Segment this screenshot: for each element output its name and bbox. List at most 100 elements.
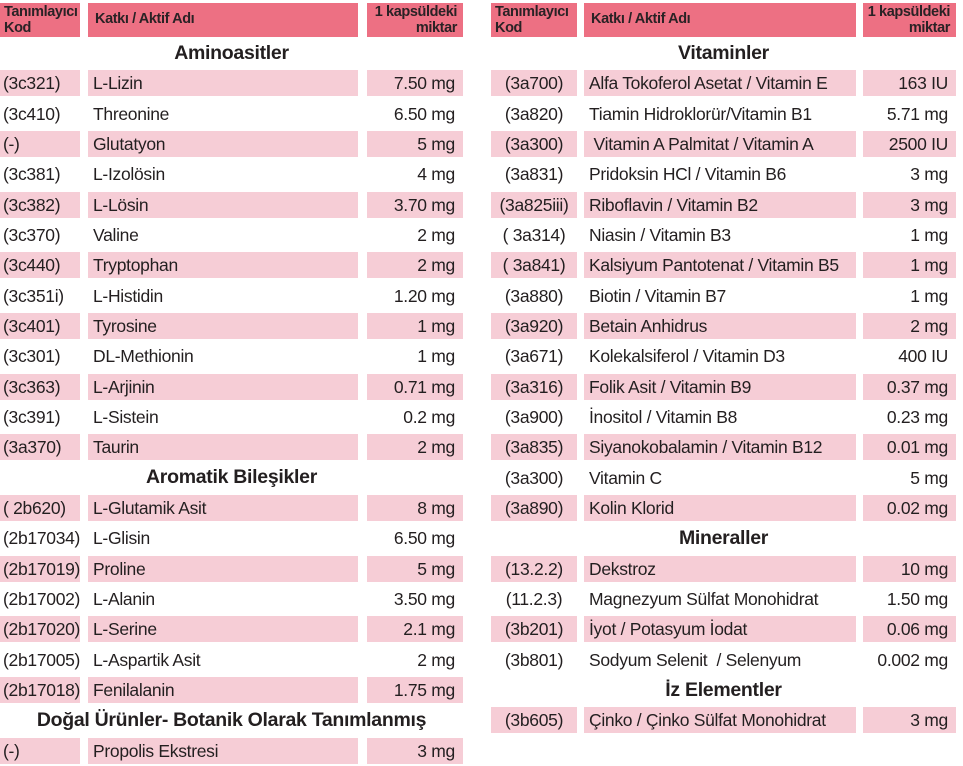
row-code: (3c410) xyxy=(3,103,61,124)
row-name: Kolekalsiferol / Vitamin D3 xyxy=(589,346,785,367)
table-row: ( 3a314) Niasin / Vitamin B3 1 mg xyxy=(491,220,956,250)
table-row: (3a370) Taurin 2 mg xyxy=(0,432,463,462)
table-row: ( 3a841) Kalsiyum Pantotenat / Vitamin B5… xyxy=(491,250,956,280)
row-code: (3c401) xyxy=(0,313,80,340)
row-code: (3a671) xyxy=(504,346,564,367)
row-name: L-Izolösin xyxy=(93,164,165,185)
row-amount: 5 mg xyxy=(367,555,463,582)
row-code: (3a890) xyxy=(491,495,577,522)
row-amount: 1 mg xyxy=(910,285,948,306)
row-amount: 5 mg xyxy=(367,131,463,158)
table-row: (3c351i) L-Histidin 1.20 mg xyxy=(0,281,463,311)
row-name: Riboflavin / Vitamin B2 xyxy=(584,191,856,218)
row-amount: 2 mg xyxy=(863,313,956,340)
section-title: Aromatik Bileşikler xyxy=(146,466,317,489)
column-header-code: Tanımlayıcı Kod xyxy=(491,3,577,37)
table-row: (3a835) Siyanokobalamin / Vitamin B12 0.01… xyxy=(491,432,956,462)
table-row: (2b17018) Fenilalanin 1.75 mg xyxy=(0,675,463,705)
table-row: (3a820) Tiamin Hidroklorür/Vitamin B1 5.71… xyxy=(491,99,956,129)
table-row: (3a825iii) Riboflavin / Vitamin B2 3 mg xyxy=(491,190,956,220)
row-name: L-Sistein xyxy=(93,407,159,428)
row-amount: 0.01 mg xyxy=(863,434,956,461)
row-code: (-) xyxy=(0,737,80,764)
row-code: (3a300) xyxy=(491,131,577,158)
row-code: (3a900) xyxy=(504,407,564,428)
row-amount: 2 mg xyxy=(417,225,455,246)
row-code: (-) xyxy=(0,131,80,158)
row-amount: 6.50 mg xyxy=(393,528,455,549)
row-amount: 2 mg xyxy=(367,434,463,461)
row-amount: 5 mg xyxy=(910,467,948,488)
row-amount: 1.50 mg xyxy=(886,589,948,610)
table-row: (3a831) Pridoksin HCl / Vitamin B6 3 mg xyxy=(491,159,956,189)
row-name: Propolis Ekstresi xyxy=(88,737,358,764)
row-name: İnositol / Vitamin B8 xyxy=(589,407,738,428)
row-amount: 2.1 mg xyxy=(367,616,463,643)
row-name: Pridoksin HCl / Vitamin B6 xyxy=(589,164,787,185)
table-row: (11.2.3) Magnezyum Sülfat Monohidrat 1.50 … xyxy=(491,584,956,614)
row-code: (3a370) xyxy=(0,434,80,461)
row-name: Alfa Tokoferol Asetat / Vitamin E xyxy=(584,70,856,97)
table-row: (3a920) Betain Anhidrus 2 mg xyxy=(491,311,956,341)
row-code: (3c363) xyxy=(0,373,80,400)
row-amount: 7.50 mg xyxy=(367,70,463,97)
row-code: (3c382) xyxy=(0,191,80,218)
row-name: Çinko / Çinko Sülfat Monohidrat xyxy=(584,707,856,734)
table-row: (3c401) Tyrosine 1 mg xyxy=(0,311,463,341)
row-amount: 0.71 mg xyxy=(367,373,463,400)
section-title: Aminoasitler xyxy=(174,41,289,64)
row-amount: 1 mg xyxy=(863,252,956,279)
table-row: (3c410) Threonine 6.50 mg xyxy=(0,99,463,129)
row-name: DL-Methionin xyxy=(93,346,194,367)
table-row: (3a300) Vitamin C 5 mg xyxy=(491,463,956,493)
column-header-amount: 1 kapsüldeki miktar xyxy=(863,3,956,37)
row-name: L-Glutamik Asit xyxy=(88,495,358,522)
table-row: (3a671) Kolekalsiferol / Vitamin D3 400 IU xyxy=(491,341,956,371)
table-row: (3c363) L-Arjinin 0.71 mg xyxy=(0,372,463,402)
table-row: (3a880) Biotin / Vitamin B7 1 mg xyxy=(491,281,956,311)
row-amount: 1 mg xyxy=(417,346,455,367)
row-amount: 6.50 mg xyxy=(393,103,455,124)
row-code: (3a831) xyxy=(504,164,564,185)
row-amount: 3 mg xyxy=(367,737,463,764)
row-amount: 2 mg xyxy=(417,649,455,670)
table-row: (2b17019) Proline 5 mg xyxy=(0,554,463,584)
row-name: İyot / Potasyum İodat xyxy=(584,616,856,643)
row-name: Sodyum Selenit / Selenyum xyxy=(589,649,802,670)
row-amount: 3.50 mg xyxy=(393,589,455,610)
right-table-header: Tanımlayıcı Kod Katkı / Aktif Adı 1 kaps… xyxy=(491,0,956,38)
row-code: (3c351i) xyxy=(3,285,64,306)
row-name: L-Glisin xyxy=(93,528,150,549)
row-name: Magnezyum Sülfat Monohidrat xyxy=(589,589,819,610)
row-amount: 0.37 mg xyxy=(863,373,956,400)
row-code: (11.2.3) xyxy=(505,589,563,610)
table-row: (13.2.2) Dekstroz 10 mg xyxy=(491,554,956,584)
row-name: Folik Asit / Vitamin B9 xyxy=(584,373,856,400)
row-amount: 3 mg xyxy=(863,191,956,218)
right-table: Tanımlayıcı Kod Katkı / Aktif Adı 1 kaps… xyxy=(491,0,956,736)
row-name: Valine xyxy=(93,225,139,246)
row-code: (2b17002) xyxy=(3,589,80,610)
row-amount: 0.06 mg xyxy=(863,616,956,643)
row-amount: 5.71 mg xyxy=(886,103,948,124)
section-title: İz Elementler xyxy=(665,678,782,701)
row-amount: 10 mg xyxy=(863,555,956,582)
column-header-code: Tanımlayıcı Kod xyxy=(0,3,80,37)
table-row: (2b17020) L-Serine 2.1 mg xyxy=(0,614,463,644)
row-code: (3a820) xyxy=(504,103,564,124)
row-code: ( 3a841) xyxy=(491,252,577,279)
row-code: (2b17018) xyxy=(0,677,80,704)
row-code: (3b801) xyxy=(504,649,564,670)
row-name: Proline xyxy=(88,555,358,582)
row-amount: 3.70 mg xyxy=(367,191,463,218)
table-row: ( 2b620) L-Glutamik Asit 8 mg xyxy=(0,493,463,523)
row-name: Kalsiyum Pantotenat / Vitamin B5 xyxy=(584,252,856,279)
table-row: (3a700) Alfa Tokoferol Asetat / Vitamin E… xyxy=(491,68,956,98)
row-amount: 0.2 mg xyxy=(403,407,455,428)
table-row: (3c391) L-Sistein 0.2 mg xyxy=(0,402,463,432)
row-code: (2b17005) xyxy=(3,649,80,670)
row-code: (3a880) xyxy=(504,285,564,306)
row-code: (3a700) xyxy=(491,70,577,97)
right-table-body: Vitaminler (3a700) Alfa Tokoferol Asetat /… xyxy=(491,38,956,736)
